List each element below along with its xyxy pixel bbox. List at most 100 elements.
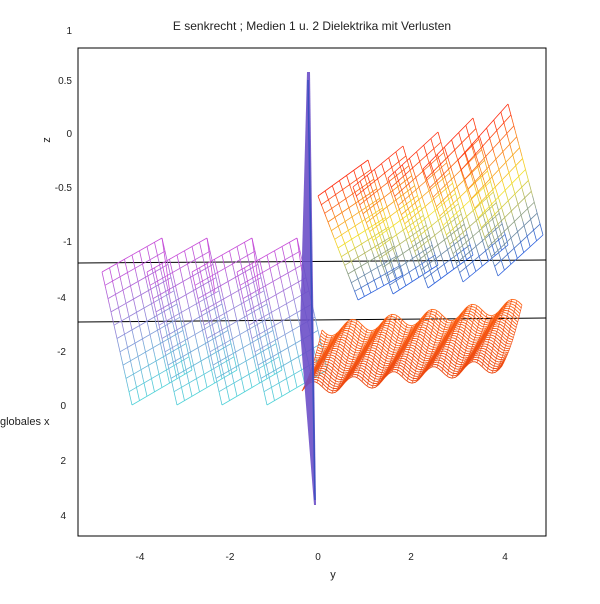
mesh-line — [339, 180, 344, 192]
mesh-line — [448, 199, 453, 212]
mesh-line — [229, 362, 234, 380]
surface-line — [486, 301, 508, 372]
mesh-line — [383, 246, 389, 258]
mesh-line — [124, 334, 129, 351]
mesh-line — [515, 227, 521, 241]
mesh-line — [240, 300, 245, 318]
mesh-line — [376, 215, 424, 250]
mesh-line — [259, 296, 264, 314]
mesh-line — [357, 208, 362, 220]
mesh-line — [449, 219, 455, 231]
mesh-line — [157, 333, 163, 351]
mesh-line — [413, 210, 418, 223]
mesh-line — [142, 342, 148, 359]
surface-line — [426, 319, 448, 371]
mesh-line — [127, 275, 133, 293]
mesh-line — [359, 181, 365, 193]
mesh-line — [476, 162, 481, 176]
mesh-line — [165, 355, 170, 372]
mesh-line — [410, 226, 415, 239]
mesh-line — [356, 197, 362, 209]
mesh-line — [450, 247, 456, 260]
surface-line — [376, 315, 398, 387]
mesh-line — [353, 170, 358, 182]
mesh-line — [210, 291, 215, 309]
mesh-line — [221, 303, 227, 321]
mesh-line — [157, 284, 163, 302]
mesh-line — [401, 164, 407, 177]
mesh-line — [396, 208, 401, 221]
mesh-line — [483, 179, 489, 193]
mesh-line — [343, 217, 349, 229]
mesh-line — [460, 224, 465, 237]
mesh-line — [458, 205, 463, 219]
mesh-line — [172, 287, 178, 305]
mesh-line — [206, 300, 212, 318]
surface-line — [381, 319, 403, 382]
z-tick-label: 0.5 — [58, 76, 72, 87]
mesh-line — [172, 362, 178, 379]
mesh-line — [494, 223, 541, 267]
mesh-line — [430, 241, 435, 254]
mesh-line — [169, 296, 174, 314]
mesh-line — [484, 210, 490, 224]
mesh-line — [461, 253, 466, 266]
mesh-line — [169, 308, 174, 325]
mesh-line — [458, 270, 464, 283]
mesh-line — [455, 223, 460, 236]
mesh-line — [411, 243, 417, 256]
mesh-line — [244, 242, 249, 259]
mesh-line — [127, 350, 133, 368]
mesh-line — [384, 174, 390, 187]
mesh-line — [236, 283, 242, 301]
mesh-line — [391, 141, 442, 188]
mesh-line — [526, 233, 531, 247]
bottom-surface-mesh — [301, 298, 523, 394]
mesh-line — [191, 271, 197, 289]
mesh-line — [391, 267, 396, 280]
mesh-line — [374, 169, 379, 181]
mesh-line — [142, 267, 148, 284]
mesh-line — [161, 338, 167, 356]
mesh-line — [442, 233, 447, 246]
mesh-line — [255, 355, 260, 372]
mesh-line — [352, 145, 404, 188]
mesh-line — [385, 244, 390, 257]
mesh-line — [389, 214, 394, 226]
mesh-line — [434, 252, 439, 266]
mesh-line — [150, 375, 155, 392]
mesh-line — [402, 175, 407, 188]
mesh-line — [469, 137, 474, 151]
mesh-line — [391, 169, 397, 181]
mesh-line — [131, 292, 137, 310]
mesh-line — [427, 215, 433, 228]
mesh-line — [217, 350, 223, 368]
mesh-line — [259, 259, 264, 276]
mesh-line — [146, 283, 152, 301]
mesh-line — [412, 169, 418, 182]
mesh-line — [518, 208, 524, 222]
mesh-line — [471, 143, 477, 157]
mesh-line — [415, 254, 421, 267]
mesh-line — [414, 213, 462, 252]
mesh-line — [210, 317, 215, 335]
mesh-line — [270, 271, 275, 289]
mesh-line — [416, 222, 422, 235]
mesh-line — [477, 224, 482, 237]
mesh-line — [438, 214, 444, 226]
mesh-line — [321, 169, 372, 205]
mesh-line — [372, 240, 378, 252]
mesh-line — [274, 250, 279, 268]
mesh-line — [251, 237, 261, 294]
mesh-line — [274, 362, 279, 380]
mesh-line — [217, 275, 223, 293]
mesh-line — [387, 177, 393, 190]
mesh-line — [236, 246, 242, 264]
mesh-line — [406, 215, 411, 228]
mesh-line — [461, 114, 512, 170]
mesh-line — [487, 191, 492, 205]
mesh-line — [251, 300, 257, 318]
mesh-line — [434, 150, 439, 163]
mesh-line — [146, 358, 152, 376]
mesh-line — [482, 148, 488, 161]
